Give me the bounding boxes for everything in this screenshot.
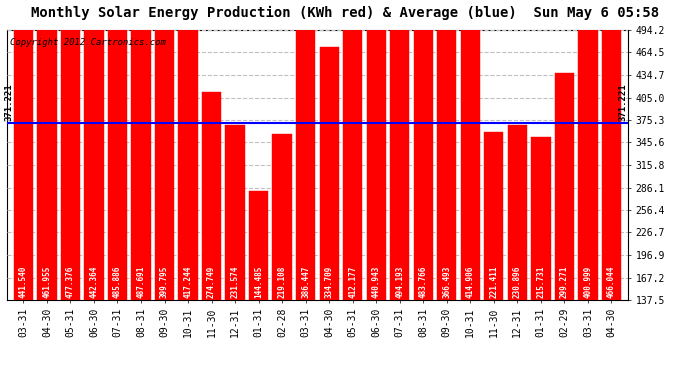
Bar bbox=[413, 0, 433, 300]
Bar bbox=[131, 0, 150, 300]
Text: 440.943: 440.943 bbox=[372, 266, 381, 298]
Text: 215.731: 215.731 bbox=[536, 266, 545, 298]
Bar bbox=[461, 0, 480, 300]
Bar bbox=[602, 0, 621, 300]
Text: 386.447: 386.447 bbox=[301, 266, 310, 298]
Text: 494.193: 494.193 bbox=[395, 266, 404, 298]
Text: 466.044: 466.044 bbox=[607, 266, 616, 298]
Bar bbox=[249, 190, 268, 300]
Bar bbox=[14, 0, 33, 300]
Text: 487.691: 487.691 bbox=[137, 266, 146, 298]
Text: 461.955: 461.955 bbox=[42, 266, 51, 298]
Text: 417.244: 417.244 bbox=[184, 266, 193, 298]
Bar bbox=[61, 0, 80, 300]
Bar bbox=[343, 0, 362, 300]
Text: 221.411: 221.411 bbox=[489, 266, 498, 298]
Bar bbox=[390, 0, 409, 300]
Bar bbox=[202, 92, 221, 300]
Bar bbox=[84, 0, 103, 300]
Text: 144.485: 144.485 bbox=[254, 266, 263, 298]
Bar bbox=[296, 8, 315, 300]
Text: 274.749: 274.749 bbox=[207, 266, 216, 298]
Bar bbox=[108, 0, 127, 300]
Bar bbox=[578, 0, 598, 300]
Text: 219.108: 219.108 bbox=[277, 266, 286, 298]
Text: 371.221: 371.221 bbox=[5, 83, 14, 121]
Text: 442.364: 442.364 bbox=[90, 266, 99, 298]
Bar bbox=[155, 0, 174, 300]
Text: 366.493: 366.493 bbox=[442, 266, 451, 298]
Bar bbox=[437, 22, 456, 300]
Text: 400.999: 400.999 bbox=[584, 266, 593, 298]
Bar bbox=[319, 46, 339, 300]
Bar bbox=[508, 125, 527, 300]
Text: 371.221: 371.221 bbox=[619, 83, 628, 121]
Text: 441.540: 441.540 bbox=[19, 266, 28, 298]
Text: 477.376: 477.376 bbox=[66, 266, 75, 298]
Bar bbox=[484, 132, 504, 300]
Text: 414.906: 414.906 bbox=[466, 266, 475, 298]
Bar bbox=[555, 74, 574, 300]
Text: 334.709: 334.709 bbox=[325, 266, 334, 298]
Text: Monthly Solar Energy Production (KWh red) & Average (blue)  Sun May 6 05:58: Monthly Solar Energy Production (KWh red… bbox=[31, 6, 659, 20]
Bar bbox=[531, 137, 551, 300]
Text: 485.886: 485.886 bbox=[113, 266, 122, 298]
Text: Copyright 2012 Cartronics.com: Copyright 2012 Cartronics.com bbox=[10, 38, 166, 47]
Text: 483.766: 483.766 bbox=[419, 266, 428, 298]
Bar bbox=[37, 0, 57, 300]
Text: 412.177: 412.177 bbox=[348, 266, 357, 298]
Bar bbox=[273, 134, 292, 300]
Bar bbox=[226, 125, 245, 300]
Text: 299.271: 299.271 bbox=[560, 266, 569, 298]
Text: 399.795: 399.795 bbox=[160, 266, 169, 298]
Bar bbox=[366, 0, 386, 300]
Bar bbox=[179, 0, 197, 300]
Text: 231.574: 231.574 bbox=[230, 266, 239, 298]
Text: 230.896: 230.896 bbox=[513, 266, 522, 298]
